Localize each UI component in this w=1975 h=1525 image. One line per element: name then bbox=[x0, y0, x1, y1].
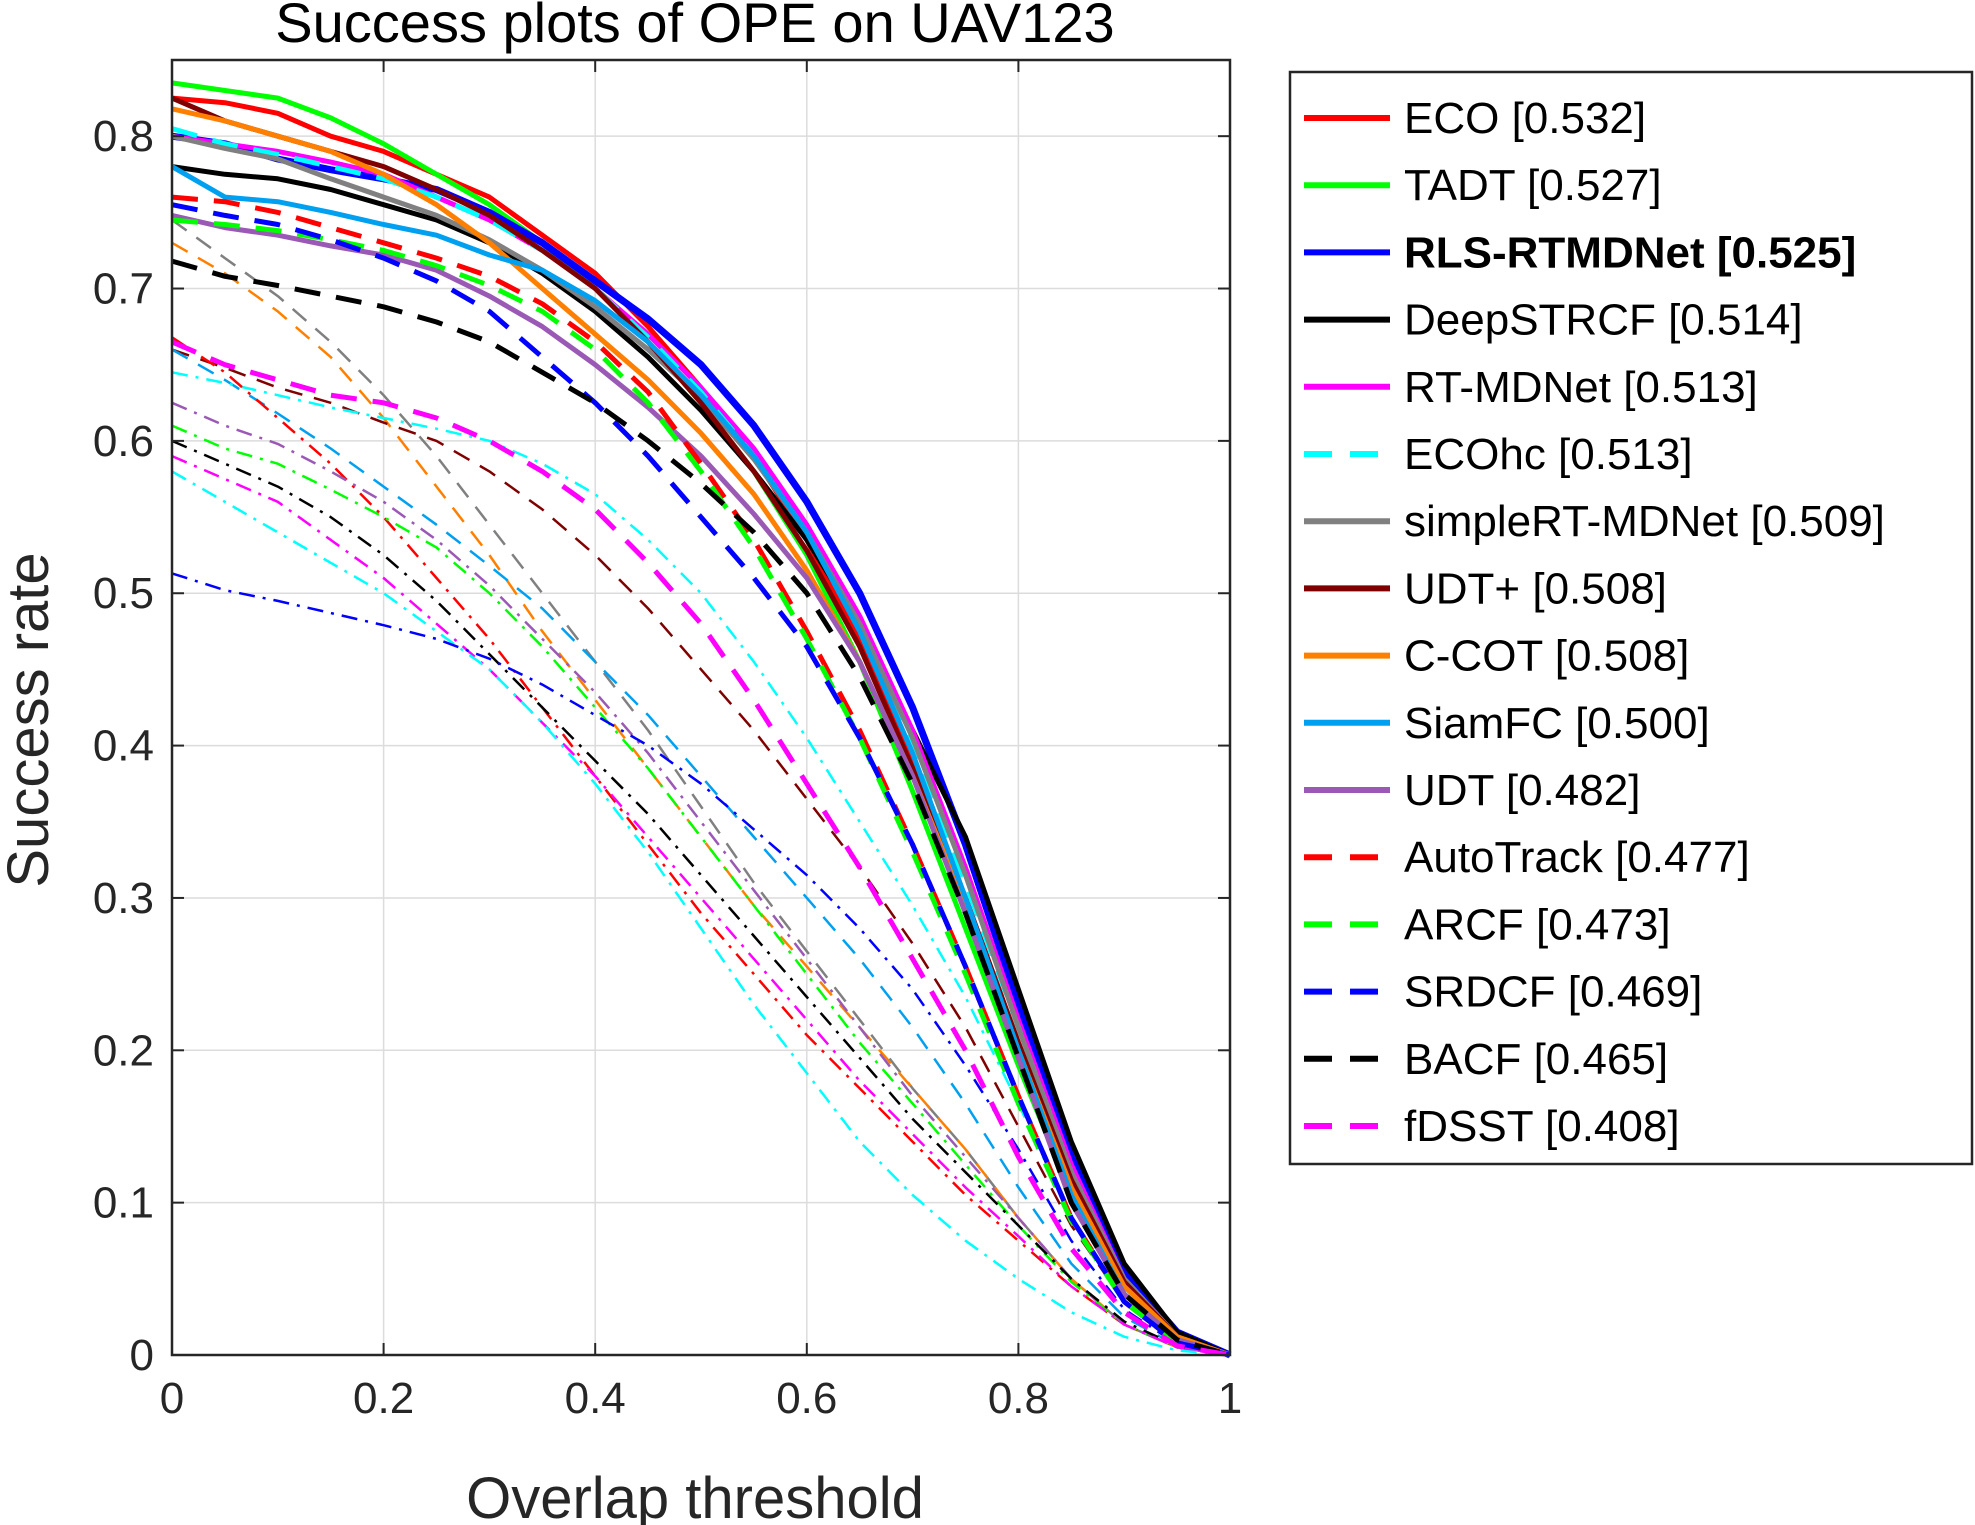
series-line bbox=[171, 439, 1231, 1357]
y-tick-labels: 0 0.1 0.2 0.3 0.4 0.5 0.6 0.7 0.8 bbox=[93, 112, 154, 1380]
x-tick-labels: 0 0.2 0.4 0.6 0.8 1 bbox=[160, 1374, 1242, 1423]
legend-label: UDT [0.482] bbox=[1404, 766, 1640, 815]
series-line bbox=[171, 348, 1231, 1357]
legend-label: RLS-RTMDNet [0.525] bbox=[1404, 228, 1856, 277]
y-tick-label: 0 bbox=[130, 1331, 154, 1380]
series-layer bbox=[170, 80, 1232, 1359]
chart-title: Success plots of OPE on UAV123 bbox=[275, 0, 1114, 54]
x-tick-label: 0.6 bbox=[776, 1374, 837, 1423]
legend-items: ECO [0.532] TADT [0.527] RLS-RTMDNet [0.52… bbox=[1304, 94, 1885, 1151]
legend-label: ECO [0.532] bbox=[1404, 94, 1646, 143]
series-line bbox=[171, 133, 1231, 1358]
legend-label: DeepSTRCF [0.514] bbox=[1404, 296, 1803, 345]
plot-area bbox=[170, 58, 1232, 1359]
plot-frame bbox=[170, 58, 1232, 1357]
x-tick-label: 1 bbox=[1218, 1374, 1242, 1423]
series-line bbox=[171, 194, 1231, 1358]
series-line bbox=[171, 470, 1231, 1357]
x-tick-label: 0.8 bbox=[988, 1374, 1049, 1423]
series-line bbox=[171, 164, 1231, 1358]
series-line bbox=[171, 202, 1231, 1358]
legend-label: RT-MDNet [0.513] bbox=[1404, 363, 1758, 412]
y-tick-label: 0.7 bbox=[93, 265, 154, 314]
series-line bbox=[171, 241, 1231, 1357]
legend-label: TADT [0.527] bbox=[1404, 161, 1662, 210]
series-line bbox=[171, 258, 1231, 1358]
x-axis-label: Overlap threshold bbox=[466, 1466, 924, 1525]
legend-label: ARCF [0.473] bbox=[1404, 900, 1671, 949]
x-tick-label: 0.2 bbox=[353, 1374, 414, 1423]
legend-label: ECOhc [0.513] bbox=[1404, 430, 1693, 479]
legend-label: SRDCF [0.469] bbox=[1404, 968, 1702, 1017]
y-tick-label: 0.4 bbox=[93, 722, 154, 771]
series-line bbox=[171, 572, 1231, 1357]
tick-marks bbox=[171, 60, 1231, 1356]
legend-label: SiamFC [0.500] bbox=[1404, 699, 1710, 748]
x-tick-label: 0.4 bbox=[565, 1374, 626, 1423]
y-tick-label: 0.1 bbox=[93, 1179, 154, 1228]
series-line bbox=[171, 348, 1231, 1357]
y-tick-label: 0.6 bbox=[93, 417, 154, 466]
legend-box bbox=[1288, 70, 1974, 1166]
y-tick-label: 0.3 bbox=[93, 874, 154, 923]
series-line bbox=[171, 424, 1231, 1357]
series-line bbox=[170, 164, 1231, 1358]
series-line bbox=[171, 339, 1231, 1358]
legend-label: UDT+ [0.508] bbox=[1404, 564, 1667, 613]
legend-label: AutoTrack [0.477] bbox=[1404, 833, 1750, 882]
y-tick-label: 0.2 bbox=[93, 1026, 154, 1075]
legend-label: BACF [0.465] bbox=[1404, 1035, 1668, 1084]
series-line bbox=[171, 218, 1231, 1357]
legend: ECO [0.532] TADT [0.527] RLS-RTMDNet [0.52… bbox=[1288, 70, 1974, 1166]
x-tick-label: 0 bbox=[160, 1374, 184, 1423]
legend-label: simpleRT-MDNet [0.509] bbox=[1404, 497, 1885, 546]
y-tick-label: 0.8 bbox=[93, 112, 154, 161]
legend-label: C-COT [0.508] bbox=[1404, 632, 1689, 681]
y-axis-label: Success rate bbox=[0, 552, 61, 887]
legend-label: fDSST [0.408] bbox=[1404, 1102, 1680, 1151]
y-tick-label: 0.5 bbox=[93, 569, 154, 618]
